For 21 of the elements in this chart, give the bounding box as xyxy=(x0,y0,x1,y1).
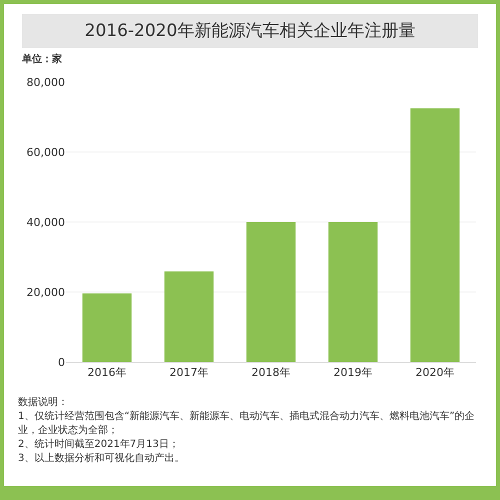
x-tick-label: 2017年 xyxy=(170,366,208,380)
bar xyxy=(164,271,214,362)
y-tick-label: 20,000 xyxy=(26,286,65,299)
bar xyxy=(246,222,296,362)
bar xyxy=(82,293,132,362)
text: 2、统计时间截至2021年7月13日； xyxy=(18,438,180,452)
x-tick-label: 2018年 xyxy=(252,366,290,380)
bar xyxy=(410,108,460,362)
y-tick-label: 0 xyxy=(58,356,65,369)
y-tick-label: 40,000 xyxy=(26,216,65,229)
x-tick-label: 2019年 xyxy=(334,366,372,380)
text: 数据说明： xyxy=(18,396,69,410)
text: 3、以上数据分析和可视化自动产出。 xyxy=(18,452,186,466)
x-tick-label: 2020年 xyxy=(416,366,454,380)
y-tick-label: 60,000 xyxy=(26,146,65,159)
x-tick-label: 2016年 xyxy=(88,366,126,380)
text: 1、仅统计经营范围包含“新能源汽车、新能源车、电动汽车、插电式混合动力汽车、燃料电池汽车”的企业，企业状态为全部； xyxy=(18,410,476,438)
y-tick-label: 80,000 xyxy=(26,76,65,89)
chart-title: 2016-2020年新能源汽车相关企业年注册量 xyxy=(22,14,478,48)
y-axis-title: 单位：家 xyxy=(22,54,62,66)
bar xyxy=(328,222,378,362)
